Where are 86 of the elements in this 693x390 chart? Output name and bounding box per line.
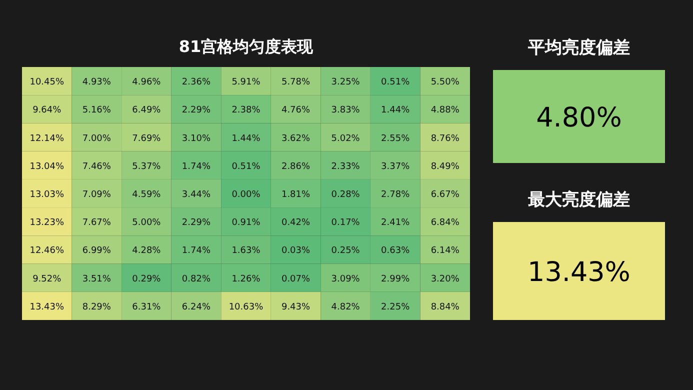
data-label: 2.29% bbox=[182, 106, 211, 116]
data-label: 3.62% bbox=[281, 134, 311, 144]
data-label: 1.74% bbox=[182, 246, 211, 256]
data-label: 6.31% bbox=[132, 302, 162, 312]
data-label: 10.63% bbox=[228, 302, 264, 312]
data-label: 2.33% bbox=[331, 162, 360, 172]
data-label: 0.03% bbox=[281, 246, 311, 256]
data-label: 8.84% bbox=[430, 302, 460, 312]
data-label: 2.38% bbox=[232, 106, 261, 116]
data-label: 0.17% bbox=[331, 218, 360, 228]
data-label: 9.52% bbox=[32, 274, 62, 284]
data-label: 13.03% bbox=[30, 190, 64, 200]
data-label: 3.10% bbox=[182, 134, 211, 144]
data-label: 2.55% bbox=[381, 134, 410, 144]
data-label: 4.93% bbox=[82, 78, 112, 88]
data-label: 2.99% bbox=[381, 274, 410, 284]
data-label: 1.44% bbox=[232, 134, 261, 144]
data-label: 6.84% bbox=[430, 218, 460, 228]
data-label: 7.69% bbox=[132, 134, 162, 144]
chart-title: 81宫格均匀度表现 bbox=[178, 37, 314, 56]
data-label: 1.44% bbox=[381, 106, 410, 116]
data-label: 3.37% bbox=[381, 162, 410, 172]
text: 最大亮度偏差 bbox=[527, 190, 630, 210]
data-label: 0.28% bbox=[331, 190, 360, 200]
data-label: 4.96% bbox=[132, 78, 162, 88]
data-label: 5.78% bbox=[281, 78, 311, 88]
data-label: 5.91% bbox=[232, 78, 261, 88]
data-label: 6.67% bbox=[430, 190, 460, 200]
data-label: 2.36% bbox=[182, 78, 211, 88]
data-label: 0.63% bbox=[381, 246, 410, 256]
data-label: 8.49% bbox=[430, 162, 460, 172]
data-label: 2.41% bbox=[381, 218, 410, 228]
data-label: 6.24% bbox=[182, 302, 211, 312]
data-label: 4.28% bbox=[132, 246, 162, 256]
data-label: 0.51% bbox=[232, 162, 261, 172]
data-label: 13.04% bbox=[30, 162, 64, 172]
data-label: 6.14% bbox=[430, 246, 460, 256]
data-label: 4.76% bbox=[281, 106, 311, 116]
data-label: 12.46% bbox=[30, 246, 64, 256]
data-label: 0.25% bbox=[331, 246, 360, 256]
data-label: 2.25% bbox=[381, 302, 410, 312]
data-label: 5.02% bbox=[331, 134, 360, 144]
data-label: 0.82% bbox=[182, 274, 211, 284]
data-label: 4.88% bbox=[430, 106, 460, 116]
data-label: 2.86% bbox=[281, 162, 311, 172]
data-label: 0.91% bbox=[232, 218, 261, 228]
data-label: 0.42% bbox=[281, 218, 311, 228]
data-label: 5.50% bbox=[430, 78, 460, 88]
data-label: 5.00% bbox=[132, 218, 162, 228]
data-label: 10.45% bbox=[30, 78, 64, 88]
data-label: 1.63% bbox=[232, 246, 261, 256]
data-label: 3.83% bbox=[331, 106, 360, 116]
data-label: 9.43% bbox=[281, 302, 311, 312]
data-label: 13.43% bbox=[30, 302, 64, 312]
data-label: 0.29% bbox=[132, 274, 162, 284]
data-label: 8.29% bbox=[82, 302, 112, 312]
data-label: 7.46% bbox=[82, 162, 112, 172]
data-label: 5.37% bbox=[132, 162, 162, 172]
data-label: 0.51% bbox=[381, 78, 410, 88]
data-label: 13.23% bbox=[30, 218, 64, 228]
data-label: 6.49% bbox=[132, 106, 162, 116]
data-label: 6.99% bbox=[82, 246, 112, 256]
data-label: 3.51% bbox=[82, 274, 112, 284]
data-label: 7.09% bbox=[82, 190, 112, 200]
text: 13.43% bbox=[528, 257, 630, 288]
data-label: 12.14% bbox=[30, 134, 64, 144]
data-label: 3.20% bbox=[430, 274, 460, 284]
data-label: 1.81% bbox=[281, 190, 311, 200]
data-label: 1.74% bbox=[182, 162, 211, 172]
data-label: 7.00% bbox=[82, 134, 112, 144]
data-label: 4.59% bbox=[132, 190, 162, 200]
data-label: 3.09% bbox=[331, 274, 360, 284]
data-label: 4.82% bbox=[331, 302, 360, 312]
data-label: 7.67% bbox=[82, 218, 112, 228]
text: 4.80% bbox=[536, 102, 622, 134]
data-label: 2.29% bbox=[182, 218, 211, 228]
data-label: 3.44% bbox=[182, 190, 211, 200]
data-label: 5.16% bbox=[82, 106, 112, 116]
data-label: 2.78% bbox=[381, 190, 410, 200]
data-label: 1.26% bbox=[232, 274, 261, 284]
data-label: 8.76% bbox=[430, 134, 460, 144]
data-label: 3.25% bbox=[331, 78, 360, 88]
data-label: 9.64% bbox=[32, 106, 62, 116]
data-label: 0.00% bbox=[232, 190, 261, 200]
text: 平均亮度偏差 bbox=[527, 38, 630, 58]
data-label: 0.07% bbox=[281, 274, 311, 284]
